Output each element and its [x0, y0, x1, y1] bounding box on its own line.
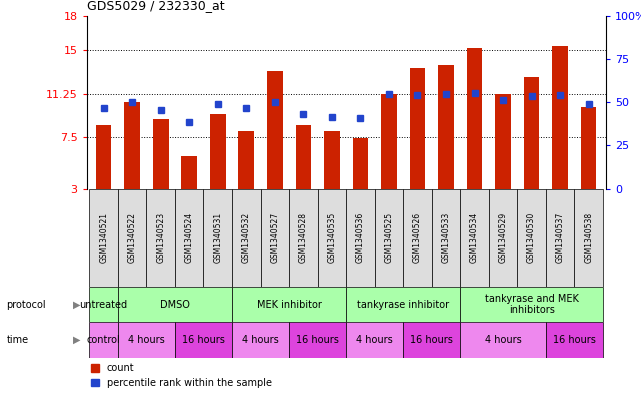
- Text: 16 hours: 16 hours: [553, 335, 595, 345]
- Bar: [324, 131, 340, 189]
- Bar: [289, 189, 317, 287]
- Text: 4 hours: 4 hours: [485, 335, 521, 345]
- Bar: [232, 322, 289, 358]
- Text: GSM1340530: GSM1340530: [527, 212, 536, 263]
- Bar: [375, 189, 403, 287]
- Text: GSM1340528: GSM1340528: [299, 212, 308, 263]
- Text: tankyrase inhibitor: tankyrase inhibitor: [357, 299, 449, 310]
- Bar: [432, 189, 460, 287]
- Text: GSM1340531: GSM1340531: [213, 212, 222, 263]
- Bar: [410, 68, 426, 189]
- Bar: [489, 189, 517, 287]
- Text: 4 hours: 4 hours: [356, 335, 393, 345]
- Text: GSM1340525: GSM1340525: [385, 212, 394, 263]
- Text: GSM1340527: GSM1340527: [271, 212, 279, 263]
- Text: GSM1340526: GSM1340526: [413, 212, 422, 263]
- Bar: [118, 189, 146, 287]
- Bar: [403, 322, 460, 358]
- Text: 4 hours: 4 hours: [128, 335, 165, 345]
- Text: 4 hours: 4 hours: [242, 335, 279, 345]
- Text: 16 hours: 16 hours: [296, 335, 339, 345]
- Text: GDS5029 / 232330_at: GDS5029 / 232330_at: [87, 0, 224, 12]
- Text: GSM1340534: GSM1340534: [470, 212, 479, 263]
- Bar: [495, 94, 511, 189]
- Text: DMSO: DMSO: [160, 299, 190, 310]
- Bar: [460, 322, 546, 358]
- Bar: [267, 71, 283, 189]
- Bar: [238, 131, 254, 189]
- Bar: [381, 94, 397, 189]
- Bar: [146, 189, 175, 287]
- Text: GSM1340538: GSM1340538: [584, 212, 593, 263]
- Text: GSM1340537: GSM1340537: [556, 212, 565, 263]
- Text: GSM1340523: GSM1340523: [156, 212, 165, 263]
- Bar: [346, 322, 403, 358]
- Bar: [353, 138, 368, 189]
- Bar: [517, 189, 546, 287]
- Bar: [124, 102, 140, 189]
- Text: 16 hours: 16 hours: [182, 335, 225, 345]
- Bar: [210, 114, 226, 189]
- Text: GSM1340524: GSM1340524: [185, 212, 194, 263]
- Bar: [546, 322, 603, 358]
- Bar: [317, 189, 346, 287]
- Text: untreated: untreated: [79, 299, 128, 310]
- Text: ▶: ▶: [72, 335, 80, 345]
- Bar: [467, 48, 483, 189]
- Bar: [403, 189, 432, 287]
- Text: control: control: [87, 335, 121, 345]
- Text: 16 hours: 16 hours: [410, 335, 453, 345]
- Text: GSM1340535: GSM1340535: [328, 212, 337, 263]
- Text: GSM1340521: GSM1340521: [99, 212, 108, 263]
- Bar: [89, 287, 118, 322]
- Bar: [296, 125, 311, 189]
- Text: GSM1340529: GSM1340529: [499, 212, 508, 263]
- Bar: [89, 189, 118, 287]
- Bar: [574, 189, 603, 287]
- Bar: [118, 287, 232, 322]
- Text: GSM1340522: GSM1340522: [128, 212, 137, 263]
- Text: tankyrase and MEK
inhibitors: tankyrase and MEK inhibitors: [485, 294, 579, 315]
- Bar: [232, 287, 346, 322]
- Bar: [232, 189, 260, 287]
- Bar: [546, 189, 574, 287]
- Bar: [553, 46, 568, 189]
- Bar: [175, 189, 203, 287]
- Text: GSM1340532: GSM1340532: [242, 212, 251, 263]
- Bar: [96, 125, 112, 189]
- Text: GSM1340533: GSM1340533: [442, 212, 451, 263]
- Bar: [118, 322, 175, 358]
- Bar: [203, 189, 232, 287]
- Bar: [524, 77, 540, 189]
- Legend: count, percentile rank within the sample: count, percentile rank within the sample: [92, 363, 272, 388]
- Text: protocol: protocol: [6, 299, 46, 310]
- Text: MEK inhibitor: MEK inhibitor: [256, 299, 322, 310]
- Bar: [289, 322, 346, 358]
- Bar: [260, 189, 289, 287]
- Bar: [346, 189, 375, 287]
- Bar: [460, 287, 603, 322]
- Bar: [581, 107, 597, 189]
- Bar: [89, 322, 118, 358]
- Bar: [346, 287, 460, 322]
- Text: ▶: ▶: [72, 299, 80, 310]
- Bar: [175, 322, 232, 358]
- Text: time: time: [6, 335, 29, 345]
- Bar: [438, 65, 454, 189]
- Bar: [181, 156, 197, 189]
- Bar: [460, 189, 489, 287]
- Bar: [153, 119, 169, 189]
- Text: GSM1340536: GSM1340536: [356, 212, 365, 263]
